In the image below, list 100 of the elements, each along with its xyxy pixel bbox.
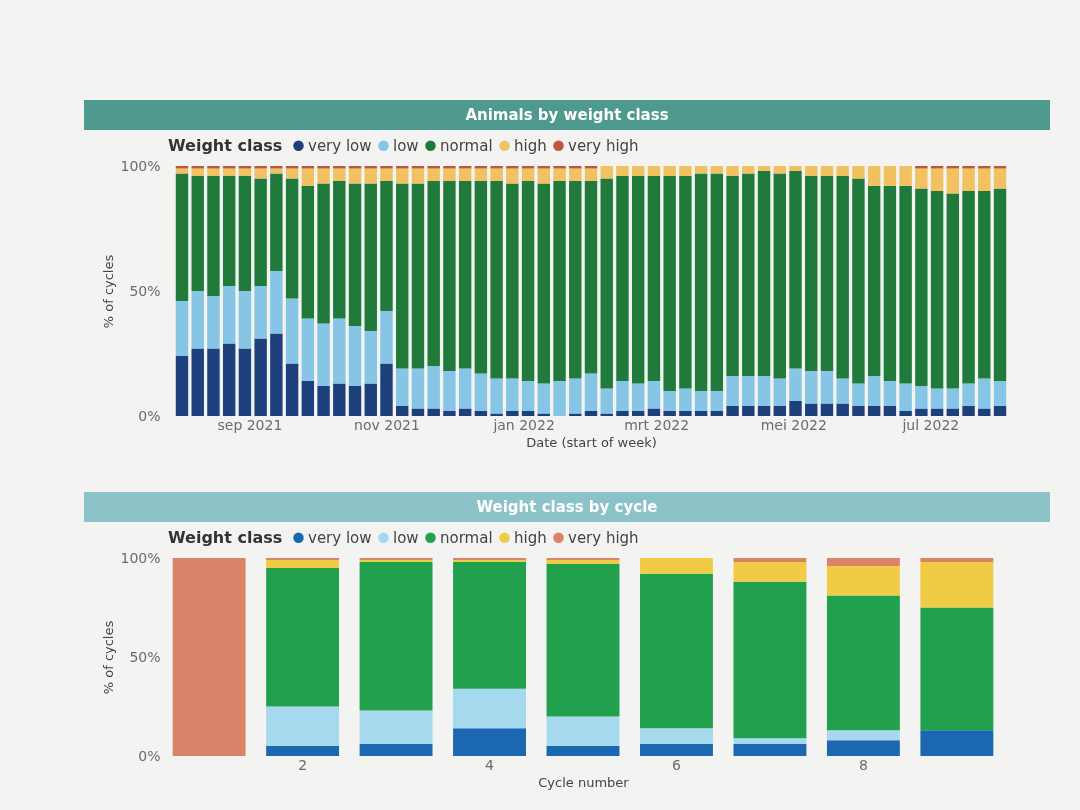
bar <box>733 558 807 562</box>
bar <box>710 166 724 174</box>
bar <box>569 168 582 181</box>
bar <box>631 176 645 384</box>
bar <box>411 168 425 184</box>
legend-label: normal <box>440 136 493 155</box>
bar <box>616 166 629 176</box>
bar <box>458 368 472 409</box>
legend-label: low <box>393 528 419 547</box>
bar <box>569 166 582 169</box>
bar <box>191 291 204 349</box>
legend-label: very low <box>308 528 372 547</box>
y-tick-label: 100% <box>120 157 161 174</box>
bar <box>301 166 315 169</box>
x-tick-label: mrt 2022 <box>624 416 690 433</box>
bar <box>270 166 283 169</box>
bar <box>553 166 566 169</box>
bar <box>993 406 1007 416</box>
bar <box>899 383 912 411</box>
bar <box>443 411 456 416</box>
bar <box>757 166 771 171</box>
bar <box>883 381 897 406</box>
bar <box>915 166 928 169</box>
bar <box>348 168 362 184</box>
bar <box>222 176 236 286</box>
bar <box>191 176 204 291</box>
bar <box>663 176 676 391</box>
bar <box>733 581 807 739</box>
bar <box>694 411 708 416</box>
legend-label: high <box>514 528 547 547</box>
bar <box>222 166 236 169</box>
bar <box>826 740 900 756</box>
bar <box>411 166 425 169</box>
bar <box>317 386 330 416</box>
legend-label: normal <box>440 528 493 547</box>
bar <box>546 559 620 564</box>
bar <box>285 168 299 179</box>
bar <box>285 363 299 416</box>
bar <box>411 408 425 416</box>
bar <box>333 168 346 181</box>
bar <box>978 168 991 191</box>
bar <box>742 173 755 376</box>
bar <box>191 168 204 176</box>
bar <box>427 168 440 181</box>
bar <box>757 376 771 406</box>
bar <box>364 331 377 384</box>
bar <box>521 166 535 169</box>
bar <box>285 298 299 364</box>
bar <box>647 381 661 409</box>
bar <box>427 166 440 169</box>
bar <box>348 166 362 169</box>
bar <box>317 166 330 169</box>
x-tick-label: 2 <box>298 756 308 773</box>
bar <box>726 376 739 406</box>
bar <box>867 186 881 376</box>
bar <box>640 558 713 574</box>
bar <box>852 166 865 179</box>
bar <box>679 411 692 416</box>
bar <box>584 168 598 181</box>
bar <box>458 181 472 369</box>
bar <box>915 188 928 386</box>
bar <box>663 411 676 416</box>
bar <box>867 376 881 406</box>
legend-title: Weight class <box>168 136 283 155</box>
bar <box>600 166 613 179</box>
bar <box>600 388 613 414</box>
bar <box>301 318 315 381</box>
bar <box>333 318 346 384</box>
y-tick-label: 50% <box>129 282 161 299</box>
bar <box>569 181 582 379</box>
x-tick-label: 6 <box>672 756 682 773</box>
bar <box>333 181 346 319</box>
bar <box>380 363 393 416</box>
bar <box>207 296 220 349</box>
legend-label: high <box>514 136 547 155</box>
bar <box>978 408 991 416</box>
bar <box>820 176 834 371</box>
bar <box>584 181 598 374</box>
bar <box>742 406 755 416</box>
bar <box>757 171 771 376</box>
legend-label: very high <box>568 528 639 547</box>
bar <box>301 186 315 319</box>
bar <box>207 168 220 176</box>
bar <box>301 168 315 186</box>
bar <box>266 567 340 707</box>
y-tick-label: 100% <box>120 549 161 566</box>
bar <box>694 173 708 391</box>
bar <box>826 595 900 731</box>
bar <box>915 386 928 409</box>
bar <box>270 173 283 271</box>
bar <box>826 565 900 596</box>
title-banner: Weight class by cycle <box>84 492 1050 522</box>
bar <box>553 168 566 181</box>
bar <box>453 688 526 729</box>
bar <box>359 744 433 756</box>
bar <box>207 348 220 416</box>
bar <box>458 166 472 169</box>
bar <box>826 730 900 741</box>
bar <box>175 301 189 356</box>
bar <box>883 406 897 416</box>
